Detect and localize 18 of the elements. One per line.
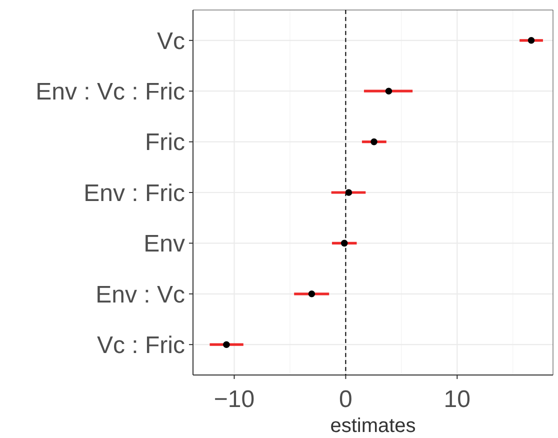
point: [308, 290, 316, 298]
y-tick-label: Vc: [156, 28, 185, 55]
point: [528, 37, 535, 44]
y-tick-label: Env : Fric: [84, 180, 185, 207]
point: [370, 138, 378, 146]
point: [345, 189, 352, 196]
point: [223, 341, 230, 348]
y-tick-label: Env : Vc: [96, 281, 185, 308]
y-tick-label: Env: [144, 230, 185, 258]
y-tick-label: Env : Vc : Fric: [36, 78, 185, 106]
y-tick-label: Fric: [145, 129, 185, 156]
point: [385, 88, 392, 94]
x-axis-title: estimates: [330, 415, 416, 437]
x-tick-label: 0: [339, 386, 352, 413]
point: [340, 240, 348, 247]
x-tick-label: 10: [444, 386, 470, 413]
x-tick-label: −10: [214, 386, 255, 413]
y-tick-label: Vc : Fric: [97, 332, 185, 359]
